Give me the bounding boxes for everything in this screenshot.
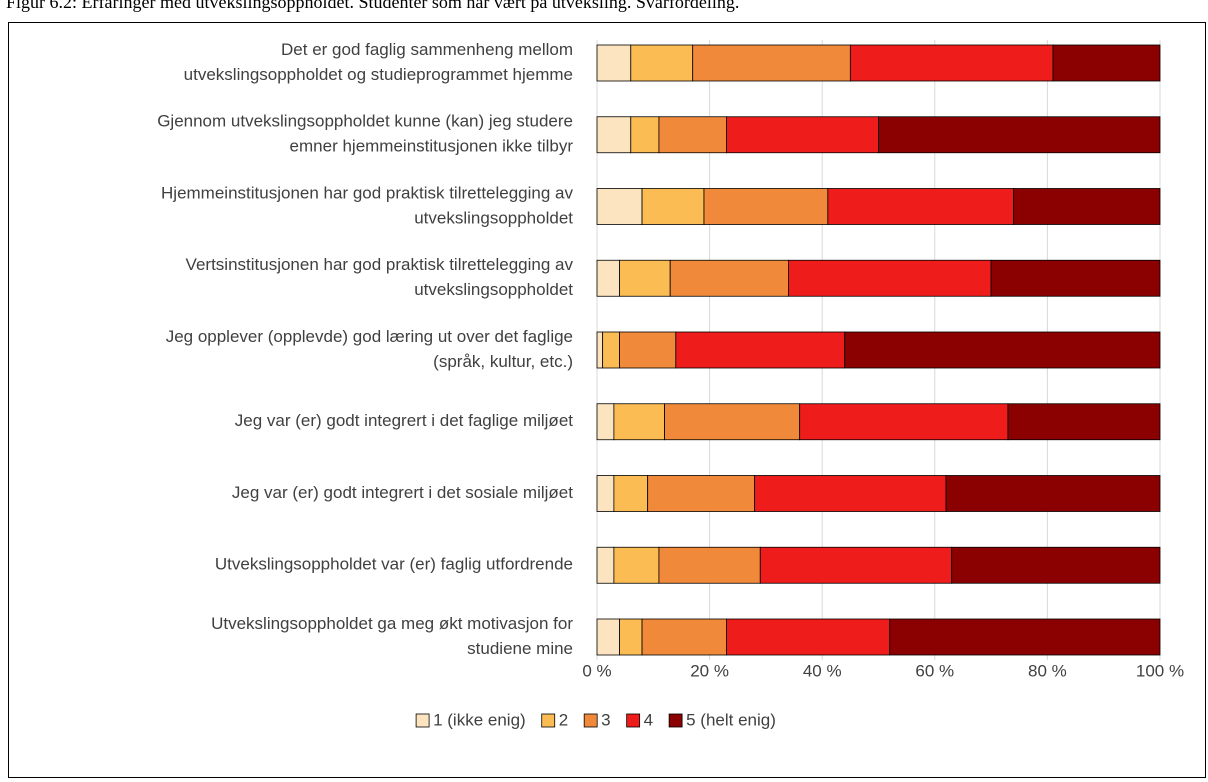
- x-tick-label: 0 %: [582, 661, 611, 680]
- bar-segment: [990, 259, 1161, 297]
- bar-segment: [726, 618, 891, 656]
- category-label: studiene mine: [467, 639, 573, 658]
- bar-segment: [619, 259, 671, 297]
- x-tick-label: 40 %: [803, 661, 842, 680]
- bar-segment: [849, 44, 1054, 82]
- x-tick-label: 100 %: [1136, 661, 1184, 680]
- category-label: Utvekslingsoppholdet var (er) faglig utf…: [215, 555, 573, 574]
- category-label: Det er god faglig sammenheng mellom: [281, 40, 573, 59]
- category-label: Jeg opplever (opplevde) god læring ut ov…: [166, 327, 573, 346]
- chart-border: [8, 22, 1206, 778]
- bar-segment: [596, 403, 615, 441]
- bar-segment: [596, 259, 620, 297]
- bar-segment: [844, 331, 1161, 369]
- bar-segment: [945, 475, 1161, 512]
- bar-segment: [596, 618, 620, 656]
- category-label: Utvekslingsoppholdet ga meg økt motivasj…: [211, 614, 573, 633]
- category-label: utvekslingsoppholdet og studieprogrammet…: [184, 65, 573, 84]
- bar-segment: [647, 475, 756, 512]
- bar-segment: [602, 331, 620, 369]
- category-label: utvekslingsoppholdet: [414, 208, 573, 227]
- bar-segment: [799, 403, 1009, 441]
- category-label: Jeg var (er) godt integrert i det sosial…: [232, 483, 573, 502]
- bar-segment: [630, 44, 694, 82]
- bar-segment: [619, 618, 643, 656]
- category-label: utvekslingsoppholdet: [414, 280, 573, 299]
- x-tick-label: 20 %: [690, 661, 729, 680]
- bar-segment: [641, 188, 705, 225]
- category-label: emner hjemmeinstitusjonen ikke tilbyr: [290, 137, 574, 156]
- legend-label: 1 (ikke enig): [433, 710, 526, 729]
- legend-label: 5 (helt enig): [686, 710, 776, 729]
- bar-segment: [703, 188, 829, 225]
- bar-segment: [641, 618, 727, 656]
- legend-swatch: [626, 713, 641, 728]
- category-label: (språk, kultur, etc.): [433, 352, 573, 371]
- x-tick-label: 80 %: [1028, 661, 1067, 680]
- category-label: Vertsinstitusjonen har god praktisk tilr…: [186, 255, 574, 274]
- legend-swatch: [668, 713, 683, 728]
- legend-label: 3: [601, 710, 610, 729]
- legend-swatch: [583, 713, 598, 728]
- bar-segment: [658, 116, 727, 154]
- bar-segment: [613, 403, 665, 441]
- bar-segment: [1052, 44, 1161, 82]
- bar-segment: [619, 331, 677, 369]
- bar-segment: [596, 331, 604, 369]
- bar-segment: [675, 331, 846, 369]
- legend-swatch: [541, 713, 556, 728]
- x-tick-label: 60 %: [915, 661, 954, 680]
- bar-segment: [1007, 403, 1161, 441]
- legend-label: 4: [644, 710, 653, 729]
- bar-segment: [951, 546, 1161, 584]
- bar-segment: [630, 116, 660, 154]
- bar-segment: [692, 44, 851, 82]
- bar-segment: [878, 116, 1161, 154]
- bar-segment: [889, 618, 1161, 656]
- bar-segment: [596, 116, 632, 154]
- bar-segment: [664, 403, 801, 441]
- bar-segment: [726, 116, 879, 154]
- bar-segment: [788, 259, 992, 297]
- bar-segment: [1013, 188, 1161, 225]
- bar-segment: [754, 475, 947, 512]
- bar-segment: [596, 188, 643, 225]
- bar-segment: [658, 546, 761, 584]
- bar-segment: [827, 188, 1015, 225]
- legend-swatch: [415, 713, 430, 728]
- category-label: Gjennom utvekslingsoppholdet kunne (kan)…: [157, 112, 573, 131]
- bar-segment: [613, 475, 649, 512]
- legend-label: 2: [559, 710, 568, 729]
- bar-segment: [613, 546, 660, 584]
- bar-segment: [759, 546, 953, 584]
- category-label: Jeg var (er) godt integrert i det faglig…: [235, 411, 574, 430]
- bar-segment: [669, 259, 789, 297]
- chart-title: Figur 6.2: Erfaringer med utvekslingsopp…: [6, 0, 739, 12]
- bar-segment: [596, 475, 615, 512]
- bar-segment: [596, 44, 632, 82]
- bar-segment: [596, 546, 615, 584]
- category-label: Hjemmeinstitusjonen har god praktisk til…: [161, 183, 573, 202]
